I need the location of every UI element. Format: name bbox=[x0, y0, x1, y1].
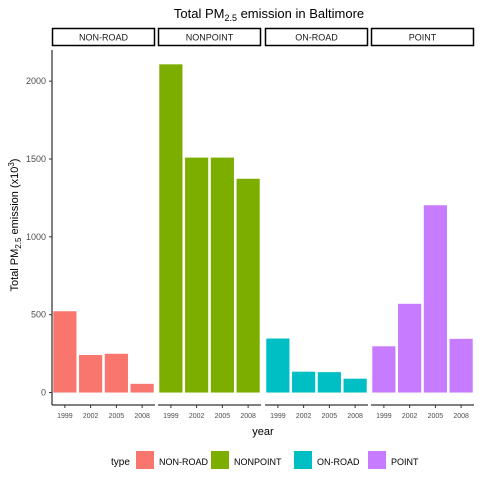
legend-label: NONPOINT bbox=[234, 457, 282, 467]
x-tick-label: 2002 bbox=[296, 413, 312, 420]
y-tick-label: 500 bbox=[31, 310, 46, 320]
bar bbox=[185, 157, 209, 393]
x-tick-label: 2002 bbox=[189, 413, 205, 420]
x-tick-label: 1999 bbox=[376, 413, 392, 420]
x-tick-label: 2005 bbox=[428, 413, 444, 420]
legend-label: POINT bbox=[391, 457, 419, 467]
facet-label: NON-ROAD bbox=[79, 33, 128, 43]
bar bbox=[423, 205, 447, 393]
x-axis-title: year bbox=[252, 426, 274, 438]
legend-label: NON-ROAD bbox=[159, 457, 208, 467]
x-tick-label: 2008 bbox=[134, 413, 150, 420]
facet-label: NONPOINT bbox=[186, 33, 234, 43]
x-tick-label: 2005 bbox=[322, 413, 338, 420]
legend-key bbox=[136, 451, 154, 469]
x-tick-label: 2005 bbox=[215, 413, 231, 420]
bar bbox=[130, 383, 154, 393]
x-tick-label: 2008 bbox=[240, 413, 256, 420]
y-tick-label: 1000 bbox=[26, 232, 46, 242]
x-tick-label: 2002 bbox=[83, 413, 99, 420]
y-axis-title: Total PM2.5 emission (x103) bbox=[7, 159, 23, 292]
legend-key bbox=[368, 451, 386, 469]
bar bbox=[398, 303, 422, 393]
bar bbox=[236, 178, 260, 393]
bar bbox=[372, 346, 396, 393]
facet-strip bbox=[157, 27, 262, 47]
x-tick-label: 1999 bbox=[163, 413, 179, 420]
y-tick-label: 2000 bbox=[26, 76, 46, 86]
bar bbox=[292, 371, 316, 393]
bar bbox=[343, 378, 367, 393]
legend: type NON-ROAD NONPOINT ON-ROAD POINT bbox=[111, 451, 419, 469]
x-tick-label: 1999 bbox=[270, 413, 286, 420]
facet-strip bbox=[264, 27, 369, 47]
legend-label: ON-ROAD bbox=[317, 457, 360, 467]
bar bbox=[317, 372, 341, 393]
x-tick-label: 2002 bbox=[402, 413, 418, 420]
bar bbox=[79, 355, 103, 393]
bar bbox=[104, 353, 128, 393]
legend-key bbox=[294, 451, 312, 469]
bar bbox=[210, 157, 234, 393]
x-tick-label: 2008 bbox=[453, 413, 469, 420]
y-tick-label: 1500 bbox=[26, 154, 46, 164]
bar bbox=[53, 311, 77, 393]
legend-key bbox=[211, 451, 229, 469]
x-tick-label: 2008 bbox=[347, 413, 363, 420]
y-tick-label: 0 bbox=[41, 388, 46, 398]
bar bbox=[449, 338, 473, 393]
x-tick-label: 2005 bbox=[109, 413, 125, 420]
legend-title: type bbox=[111, 457, 130, 468]
facet-strip bbox=[370, 27, 475, 47]
bar bbox=[266, 338, 290, 393]
facet-label: ON-ROAD bbox=[295, 33, 338, 43]
chart-title: Total PM2.5 emission in Baltimore bbox=[174, 6, 364, 23]
x-tick-label: 1999 bbox=[57, 413, 73, 420]
bar bbox=[159, 64, 183, 393]
facet-label: POINT bbox=[409, 33, 437, 43]
facet-strip bbox=[51, 27, 156, 47]
